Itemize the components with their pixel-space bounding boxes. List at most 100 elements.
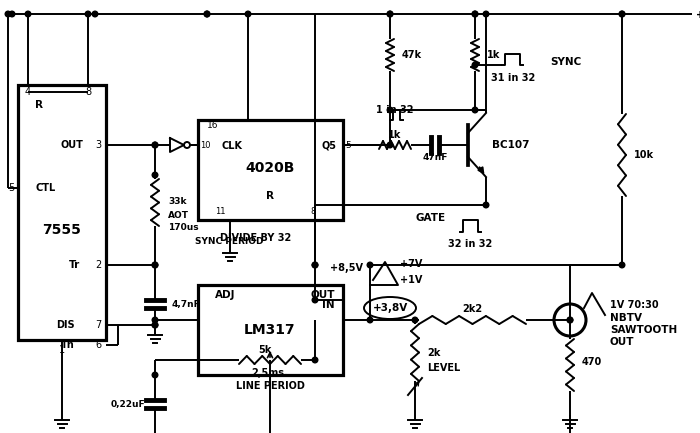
Text: 11: 11 bbox=[215, 207, 225, 216]
Text: +3,8V: +3,8V bbox=[372, 303, 407, 313]
Circle shape bbox=[152, 372, 158, 378]
Text: 8: 8 bbox=[310, 207, 316, 216]
Text: 2k2: 2k2 bbox=[462, 304, 482, 314]
Text: 5: 5 bbox=[345, 142, 351, 151]
Circle shape bbox=[473, 107, 478, 113]
Text: Q5: Q5 bbox=[322, 141, 337, 151]
Text: DIS: DIS bbox=[57, 320, 75, 330]
Circle shape bbox=[92, 11, 98, 17]
Circle shape bbox=[368, 262, 373, 268]
Text: 8: 8 bbox=[85, 87, 91, 97]
Text: IN: IN bbox=[323, 300, 335, 310]
Circle shape bbox=[204, 11, 210, 17]
Text: 4020B: 4020B bbox=[245, 161, 295, 175]
Circle shape bbox=[387, 11, 393, 17]
Circle shape bbox=[387, 107, 393, 113]
Circle shape bbox=[85, 11, 91, 17]
Circle shape bbox=[152, 172, 158, 178]
Circle shape bbox=[620, 11, 625, 17]
Circle shape bbox=[152, 142, 158, 148]
Text: OUT: OUT bbox=[610, 337, 634, 347]
Text: 2k: 2k bbox=[427, 348, 440, 358]
Text: GATE: GATE bbox=[415, 213, 445, 223]
Text: 6: 6 bbox=[95, 340, 101, 350]
Text: +7V: +7V bbox=[400, 259, 422, 269]
Text: 170us: 170us bbox=[168, 223, 199, 233]
Bar bbox=[198, 120, 343, 220]
Text: 10k: 10k bbox=[634, 150, 654, 160]
Circle shape bbox=[567, 317, 573, 323]
Circle shape bbox=[387, 11, 393, 17]
Text: Th: Th bbox=[62, 340, 75, 350]
Circle shape bbox=[567, 317, 573, 323]
Circle shape bbox=[5, 11, 10, 17]
Text: DIVIDE BY 32: DIVIDE BY 32 bbox=[220, 233, 292, 243]
Text: LEVEL: LEVEL bbox=[427, 363, 461, 373]
Circle shape bbox=[152, 142, 158, 148]
Text: 7: 7 bbox=[95, 320, 101, 330]
Circle shape bbox=[152, 322, 158, 328]
Circle shape bbox=[152, 317, 158, 323]
Text: 7555: 7555 bbox=[43, 223, 81, 237]
Text: R: R bbox=[35, 100, 43, 110]
Circle shape bbox=[312, 357, 318, 363]
Circle shape bbox=[152, 322, 158, 328]
Circle shape bbox=[620, 11, 625, 17]
Circle shape bbox=[473, 62, 478, 68]
Circle shape bbox=[368, 317, 373, 323]
Text: 1k: 1k bbox=[389, 130, 402, 140]
Text: 1: 1 bbox=[59, 345, 65, 355]
Text: 47nF: 47nF bbox=[422, 154, 448, 162]
Circle shape bbox=[473, 11, 478, 17]
Text: +8,5V: +8,5V bbox=[330, 263, 363, 273]
Circle shape bbox=[312, 262, 318, 268]
Text: SYNC: SYNC bbox=[550, 57, 581, 67]
Text: 3: 3 bbox=[95, 140, 101, 150]
Text: CLK: CLK bbox=[222, 141, 243, 151]
Text: 10: 10 bbox=[200, 142, 211, 151]
Circle shape bbox=[245, 11, 251, 17]
Circle shape bbox=[620, 262, 625, 268]
Text: 470: 470 bbox=[582, 357, 602, 367]
Text: LM317: LM317 bbox=[244, 323, 296, 337]
Text: 1k: 1k bbox=[487, 50, 500, 60]
Circle shape bbox=[483, 202, 489, 208]
Circle shape bbox=[204, 11, 210, 17]
Text: NBTV: NBTV bbox=[610, 313, 642, 323]
Circle shape bbox=[387, 142, 393, 148]
Text: SYNC PERIOD: SYNC PERIOD bbox=[195, 237, 263, 246]
Text: Tr: Tr bbox=[69, 260, 80, 270]
Circle shape bbox=[483, 11, 489, 17]
Text: BC107: BC107 bbox=[492, 140, 529, 150]
Circle shape bbox=[412, 317, 418, 323]
Text: CTL: CTL bbox=[35, 183, 55, 193]
Text: 5k: 5k bbox=[258, 345, 272, 355]
Text: 2,5ms.: 2,5ms. bbox=[251, 368, 288, 378]
Text: 31 in 32: 31 in 32 bbox=[491, 73, 535, 83]
Circle shape bbox=[152, 262, 158, 268]
Text: 33k: 33k bbox=[168, 197, 186, 207]
Text: 16: 16 bbox=[207, 120, 218, 129]
Circle shape bbox=[312, 297, 318, 303]
Text: +1V: +1V bbox=[400, 275, 422, 285]
Circle shape bbox=[9, 11, 15, 17]
Text: ADJ: ADJ bbox=[215, 290, 235, 300]
Text: 4: 4 bbox=[25, 87, 31, 97]
Text: 1 in 32: 1 in 32 bbox=[377, 105, 414, 115]
Circle shape bbox=[312, 262, 318, 268]
Text: 32 in 32: 32 in 32 bbox=[448, 239, 492, 249]
Text: +8,5V: +8,5V bbox=[696, 10, 700, 20]
Bar bbox=[18, 85, 106, 340]
Text: OUT: OUT bbox=[311, 290, 335, 300]
Text: 4,7nF: 4,7nF bbox=[172, 301, 201, 310]
Text: R: R bbox=[266, 191, 274, 201]
Text: 0,22uF: 0,22uF bbox=[111, 401, 145, 410]
Circle shape bbox=[25, 11, 31, 17]
Text: SAWTOOTH: SAWTOOTH bbox=[610, 325, 678, 335]
Text: OUT: OUT bbox=[60, 140, 83, 150]
Text: AOT: AOT bbox=[168, 210, 189, 220]
Text: 47k: 47k bbox=[402, 50, 422, 60]
Text: 1V 70:30: 1V 70:30 bbox=[610, 300, 659, 310]
Circle shape bbox=[473, 11, 478, 17]
Text: LINE PERIOD: LINE PERIOD bbox=[236, 381, 304, 391]
